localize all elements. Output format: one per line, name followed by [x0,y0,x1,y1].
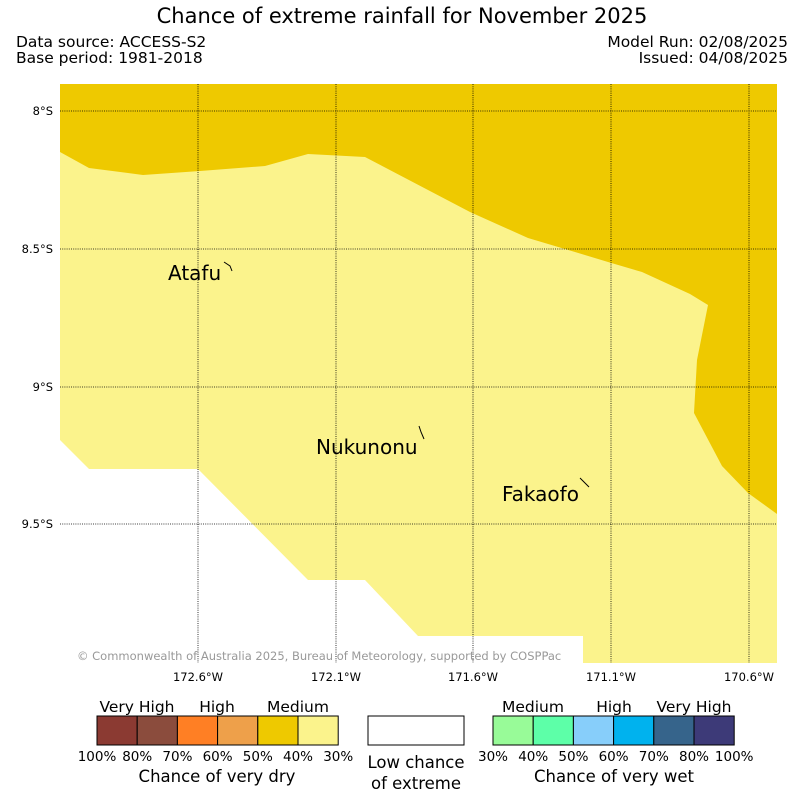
wet-swatch [492,715,534,746]
wet-swatch [693,715,735,746]
wet-tick-label: 50% [558,749,588,765]
wet-tick-label: 70% [639,749,669,765]
wet-caption: Chance of very wet [534,767,695,786]
dry-swatch [217,715,259,746]
lat-label: 9°S [33,380,53,394]
dry-heading-very-high: Very High [99,698,174,716]
wet-tick-label: 40% [518,749,548,765]
copyright-notice: © Commonwealth of Australia 2025, Bureau… [77,649,561,663]
lon-label: 172.1°W [311,670,361,684]
model-run: Model Run: 02/08/2025 [607,33,788,51]
wet-swatch [532,715,574,746]
dry-swatch [297,715,339,746]
dry-swatch [136,715,178,746]
lon-labels: 172.6°W 172.1°W 171.6°W 171.1°W 170.6°W [173,670,774,684]
neutral-caption-line2: of extreme [371,774,461,793]
map-title: Chance of extreme rainfall for November … [156,4,648,28]
lon-label: 172.6°W [173,670,223,684]
graticule [60,84,777,663]
neutral-caption-line1: Low chance [367,753,464,772]
dry-swatch [96,715,138,746]
atafu-island [223,261,233,272]
data-source: Data source: ACCESS-S2 [16,33,207,51]
wet-tick-label: 80% [679,749,709,765]
data-source-info: Data source: ACCESS-S2 Base period: 1981… [16,34,206,66]
nukunonu-island [418,425,425,440]
wet-swatches [492,715,735,746]
place-label-nukunonu: Nukunonu [316,435,418,459]
island-outlines [223,261,590,488]
dry-tick-label: 80% [122,749,152,765]
lat-label: 9.5°S [22,517,53,531]
wet-tick-label: 100% [715,749,754,765]
wet-heading-medium: Medium [502,698,564,716]
lon-label: 171.6°W [448,670,498,684]
neutral-swatch [367,715,465,746]
dry-swatch [257,715,299,746]
dry-tick-label: 50% [243,749,273,765]
lat-label: 8.5°S [22,242,53,256]
lon-label: 171.1°W [586,670,636,684]
lat-labels: 8°S 8.5°S 9°S 9.5°S [22,104,53,531]
place-label-fakaofo: Fakaofo [502,482,579,506]
dry-tick-label: 40% [283,749,313,765]
medium-dry-region [60,84,777,514]
dry-swatch [176,715,219,746]
wet-tick-label: 60% [599,749,629,765]
dry-tick-label: 60% [203,749,233,765]
run-info: Model Run: 02/08/2025 Issued: 04/08/2025 [607,34,788,66]
wet-swatch [613,715,655,746]
wet-tick-label: 30% [478,749,508,765]
dry-tick-label: 70% [162,749,192,765]
wet-swatch [653,715,695,746]
wet-heading-very-high: Very High [656,698,731,716]
dry-tick-label: 30% [323,749,353,765]
dry-swatches [96,715,339,746]
issued-date: Issued: 04/08/2025 [638,49,788,67]
dry-heading-medium: Medium [267,698,329,716]
base-period: Base period: 1981-2018 [16,49,203,67]
dry-ticks: 100% 80% 70% 60% 50% 40% 30% [78,749,354,765]
lat-label: 8°S [33,104,53,118]
dry-heading-high: High [199,698,235,716]
dry-caption: Chance of very dry [139,767,296,786]
wet-heading-high: High [596,698,632,716]
place-label-atafu: Atafu [168,261,221,285]
lon-label: 170.6°W [724,670,774,684]
fakaofo-island [579,477,590,488]
wet-swatch [572,715,615,746]
dry-tick-label: 100% [78,749,117,765]
wet-ticks: 30% 40% 50% 60% 70% 80% 100% [478,749,754,765]
